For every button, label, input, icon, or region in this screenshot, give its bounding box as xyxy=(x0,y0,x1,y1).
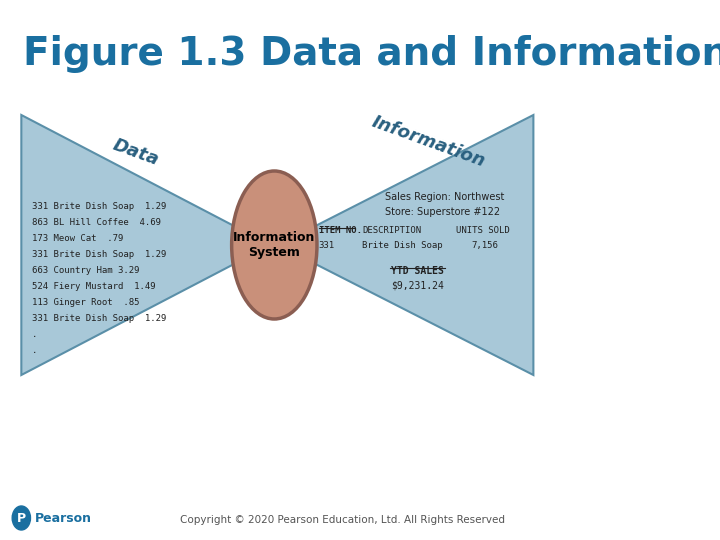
Text: Store: Superstore #122: Store: Superstore #122 xyxy=(384,207,500,217)
Text: 7,156: 7,156 xyxy=(471,241,498,250)
Text: 863 BL Hill Coffee  4.69: 863 BL Hill Coffee 4.69 xyxy=(32,218,161,227)
Text: Information
System: Information System xyxy=(233,231,315,259)
Text: Brite Dish Soap: Brite Dish Soap xyxy=(362,241,443,250)
Text: ITEM NO.: ITEM NO. xyxy=(318,226,361,235)
Text: UNITS SOLD: UNITS SOLD xyxy=(456,226,510,235)
Text: Data: Data xyxy=(110,136,161,168)
Text: 331 Brite Dish Soap  1.29: 331 Brite Dish Soap 1.29 xyxy=(32,202,166,211)
Text: YTD SALES: YTD SALES xyxy=(391,266,444,276)
Text: 331 Brite Dish Soap  1.29: 331 Brite Dish Soap 1.29 xyxy=(32,314,166,323)
Text: 331 Brite Dish Soap  1.29: 331 Brite Dish Soap 1.29 xyxy=(32,250,166,259)
Text: Information: Information xyxy=(369,113,487,171)
Text: 524 Fiery Mustard  1.49: 524 Fiery Mustard 1.49 xyxy=(32,282,156,291)
Text: Pearson: Pearson xyxy=(35,511,92,524)
Polygon shape xyxy=(278,115,534,375)
Text: Figure 1.3 Data and Information: Figure 1.3 Data and Information xyxy=(23,35,720,73)
Text: Copyright © 2020 Pearson Education, Ltd. All Rights Reserved: Copyright © 2020 Pearson Education, Ltd.… xyxy=(181,515,505,525)
Text: 331: 331 xyxy=(318,241,335,250)
Polygon shape xyxy=(22,115,271,375)
Text: .: . xyxy=(32,346,37,355)
Text: 113 Ginger Root  .85: 113 Ginger Root .85 xyxy=(32,298,140,307)
Text: 173 Meow Cat  .79: 173 Meow Cat .79 xyxy=(32,234,123,243)
Text: DESCRIPTION: DESCRIPTION xyxy=(362,226,421,235)
Circle shape xyxy=(12,506,30,530)
Ellipse shape xyxy=(232,171,317,319)
Text: .: . xyxy=(32,330,37,339)
Text: $9,231.24: $9,231.24 xyxy=(391,280,444,290)
Text: P: P xyxy=(17,511,26,524)
Text: 663 Country Ham 3.29: 663 Country Ham 3.29 xyxy=(32,266,140,275)
Text: Sales Region: Northwest: Sales Region: Northwest xyxy=(384,192,504,202)
